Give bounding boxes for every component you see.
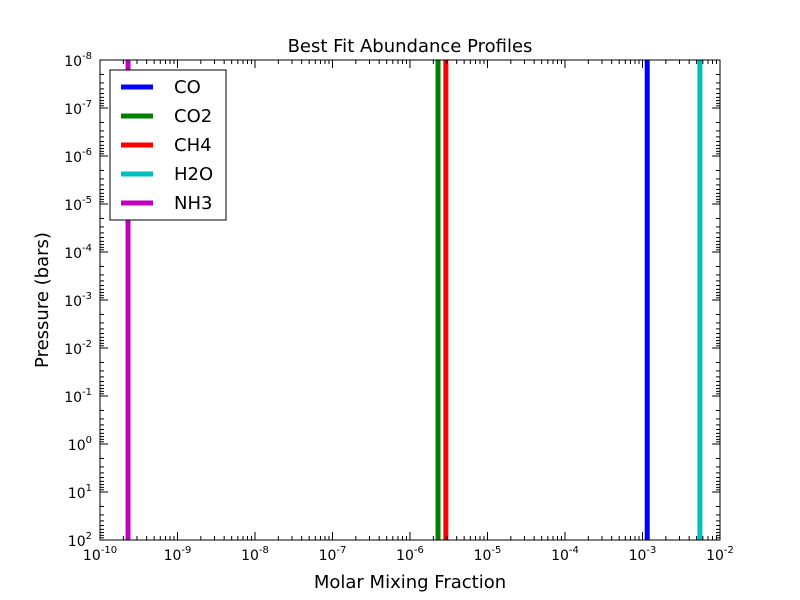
legend-label-ch4: CH4 (174, 135, 212, 156)
legend-label-co: CO (174, 77, 201, 98)
chart-title: Best Fit Abundance Profiles (288, 36, 533, 57)
y-tick-label: 10-2 (64, 339, 92, 358)
y-tick-label: 10-5 (64, 195, 92, 214)
x-tick-label: 10-7 (319, 545, 347, 564)
legend-label-nh3: NH3 (174, 193, 212, 214)
y-tick-label: 101 (68, 483, 92, 502)
x-tick-label: 10-6 (396, 545, 424, 564)
legend-label-co2: CO2 (174, 106, 212, 127)
x-tick-label: 10-8 (241, 545, 269, 564)
y-tick-label: 102 (68, 531, 92, 550)
legend: CO CO2 CH4 H2O NH3 (109, 69, 227, 221)
y-tick-label: 10-3 (64, 291, 92, 310)
y-axis-title: Pressure (bars) (32, 232, 53, 368)
x-tick-label: 10-2 (706, 545, 734, 564)
y-tick-label: 10-4 (64, 243, 92, 262)
y-tick-labels: 10-8 10-7 10-6 10-5 10-4 10-3 10-2 10-1 100 101 10… (64, 51, 92, 550)
x-tick-label: 10-3 (629, 545, 657, 564)
x-tick-label: 10-9 (164, 545, 192, 564)
y-tick-label: 10-1 (64, 387, 92, 406)
x-axis-title: Molar Mixing Fraction (314, 572, 506, 593)
y-tick-label: 10-8 (64, 51, 92, 70)
y-tick-label: 10-7 (64, 99, 92, 118)
x-tick-labels: 10-10 10-9 10-8 10-7 10-6 10-5 10-4 10-3 10-2 (83, 545, 734, 564)
legend-label-h2o: H2O (174, 164, 213, 185)
ticks-layer (99, 59, 721, 541)
x-tick-label: 10-5 (474, 545, 502, 564)
x-tick-label: 10-10 (83, 545, 117, 564)
y-tick-label: 100 (68, 435, 92, 454)
y-tick-label: 10-6 (64, 147, 92, 166)
x-tick-label: 10-4 (551, 545, 579, 564)
